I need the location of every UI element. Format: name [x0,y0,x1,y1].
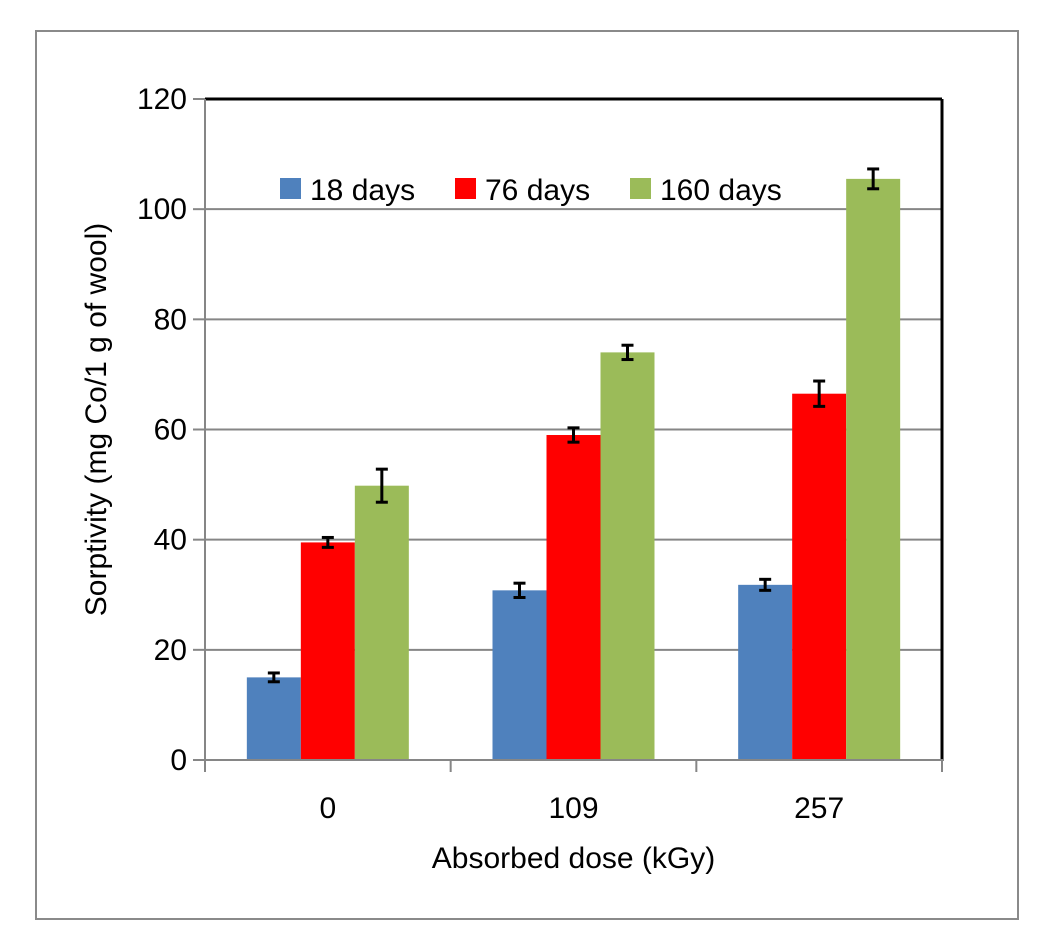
bar-76-days-109 [546,435,601,760]
legend-swatch-76-days [455,178,476,199]
y-tick-label: 60 [154,414,187,447]
x-axis-title: Absorbed dose (kGy) [432,842,715,875]
bar-76-days-0 [300,542,355,760]
legend-swatch-160-days [630,178,651,199]
bar-76-days-257 [792,393,847,760]
bar-160-days-257 [846,178,901,760]
x-tick-label: 0 [319,792,336,825]
y-tick-label: 80 [154,303,187,336]
y-tick-label: 0 [170,744,187,777]
y-tick-label: 40 [154,524,187,557]
bar-18-days-109 [492,590,547,760]
bar-18-days-0 [246,677,301,760]
y-axis-title: Sorptivity (mg Co/1 g of wool) [80,223,113,616]
y-tick-label: 20 [154,634,187,667]
y-tick-label: 120 [137,83,187,116]
bar-160-days-109 [600,352,655,760]
bar-160-days-0 [354,485,409,760]
bar-18-days-257 [738,584,793,760]
legend-label: 76 days [485,174,590,207]
y-tick-label: 100 [137,193,187,226]
legend-label: 160 days [660,174,782,207]
x-tick-label: 257 [794,792,844,825]
legend-label: 18 days [310,174,415,207]
legend-swatch-18-days [280,178,301,199]
x-tick-label: 109 [548,792,598,825]
